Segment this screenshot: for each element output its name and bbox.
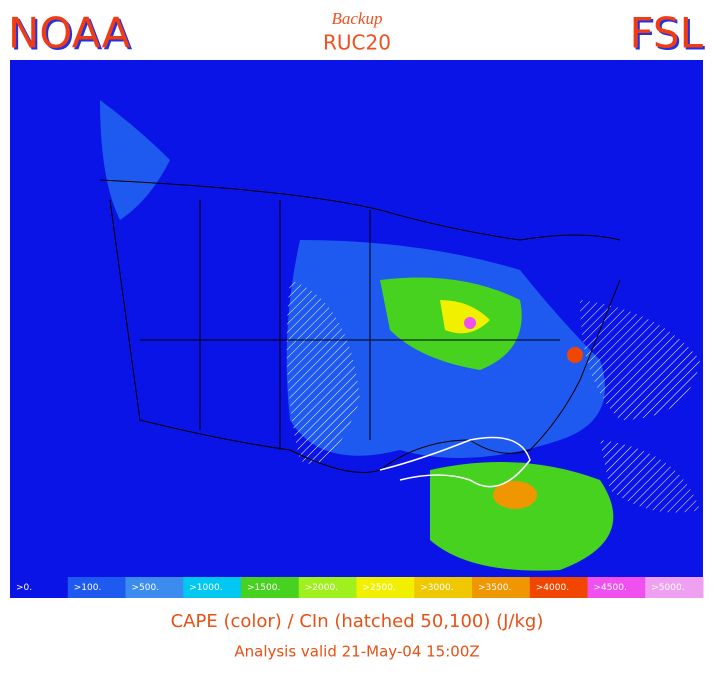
legend-swatch	[645, 577, 704, 598]
region	[440, 300, 490, 334]
legend-label: >2500.	[363, 583, 396, 593]
legend-label: >2000.	[305, 583, 338, 593]
legend-swatch	[125, 577, 184, 598]
legend-swatch	[67, 577, 126, 598]
region	[430, 462, 614, 571]
hatch	[600, 440, 700, 513]
legend-swatch	[183, 577, 242, 598]
legend-swatch	[298, 577, 357, 598]
header-right: FSL	[630, 9, 704, 58]
legend-label: >1500.	[247, 583, 280, 593]
legend-label: >3500.	[478, 583, 511, 593]
footer-title: CAPE (color) / CIn (hatched 50,100) (J/k…	[171, 611, 544, 632]
footer-valid: Analysis valid 21-May-04 15:00Z	[234, 643, 479, 661]
legend-label: >100.	[74, 583, 102, 593]
subtitle: RUC20	[323, 31, 391, 55]
legend-label: >3000.	[420, 583, 453, 593]
legend: >0. >100. >500. >1000. >1500. >2000. >2500. >30…	[10, 577, 704, 598]
legend-label: >0.	[16, 583, 32, 593]
legend-swatch	[472, 577, 531, 598]
region	[464, 317, 476, 329]
legend-label: >500.	[132, 583, 160, 593]
legend-swatch	[587, 577, 646, 598]
legend-swatch	[414, 577, 473, 598]
map	[10, 60, 703, 577]
borders	[99, 179, 621, 473]
coast	[379, 436, 531, 488]
region	[567, 347, 583, 363]
header-left-shadow: NOAA	[10, 11, 133, 60]
hatch	[580, 300, 700, 420]
region	[100, 100, 170, 220]
legend-label: >4000.	[536, 583, 569, 593]
header-right-shadow: FSL	[632, 11, 706, 60]
region	[493, 481, 537, 509]
legend-swatch	[356, 577, 415, 598]
legend-label: >5000.	[651, 583, 684, 593]
hatch	[286, 280, 360, 464]
legend-swatch	[10, 577, 69, 598]
legend-label: >1000.	[189, 583, 222, 593]
legend-swatch	[529, 577, 588, 598]
legend-label: >4500.	[594, 583, 627, 593]
legend-swatch	[241, 577, 300, 598]
subtitle-top: Backup	[332, 9, 383, 28]
header-left: NOAA	[8, 9, 131, 58]
